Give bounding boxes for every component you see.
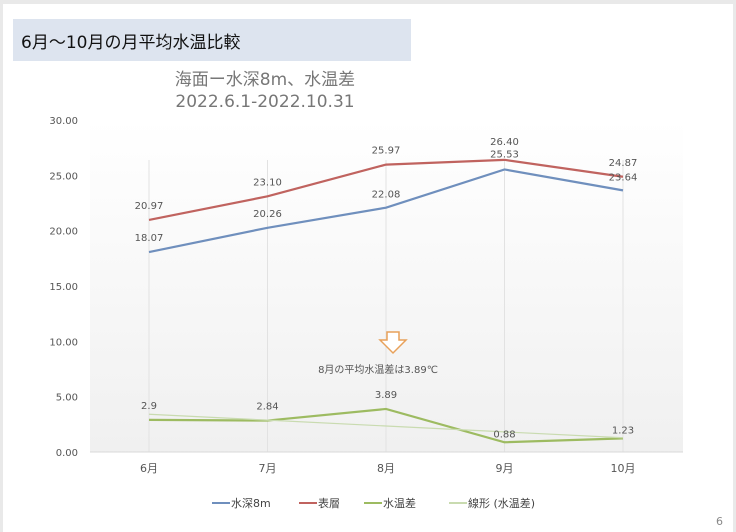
series-line-1 [148, 158, 624, 222]
slide-title-bar: 6月～10月の月平均水温比較 [13, 19, 411, 61]
y-tick-label: 15.00 [49, 282, 78, 293]
legend-label: 線形 (水温差) [468, 496, 535, 510]
data-label: 1.23 [612, 425, 634, 436]
data-label: 25.97 [372, 146, 401, 157]
data-label: 24.87 [609, 158, 638, 169]
data-label: 0.88 [493, 429, 515, 440]
legend-label: 表層 [318, 496, 340, 510]
data-label: 2.9 [141, 401, 157, 412]
data-label: 2.84 [256, 402, 278, 413]
data-label: 25.53 [490, 149, 519, 160]
slide-title: 6月～10月の月平均水温比較 [21, 33, 241, 53]
x-tick-label: 10月 [611, 462, 636, 475]
down-arrow-icon [378, 331, 408, 355]
y-tick-label: 5.00 [56, 393, 78, 404]
data-label: 23.10 [253, 177, 282, 188]
page-number: 6 [716, 515, 723, 528]
y-tick-label: 10.00 [49, 337, 78, 348]
data-label: 20.26 [253, 209, 282, 220]
y-tick-label: 0.00 [56, 448, 78, 459]
data-label: 3.89 [375, 390, 397, 401]
data-label: 26.40 [490, 137, 519, 148]
chart-title: 海面ー水深8m、水温差 [175, 70, 355, 90]
y-tick-label: 25.00 [49, 171, 78, 182]
data-label: 18.07 [135, 233, 164, 244]
data-label: 22.08 [372, 190, 401, 201]
x-tick-label: 9月 [496, 462, 514, 475]
chart-subtitle: 2022.6.1-2022.10.31 [175, 92, 354, 112]
legend-label: 水温差 [383, 496, 416, 510]
series-line-0 [148, 168, 624, 254]
x-tick-label: 8月 [377, 462, 395, 475]
series-line-3 [148, 413, 624, 439]
x-tick-label: 6月 [140, 462, 158, 475]
legend-label: 水深8m [231, 497, 271, 510]
y-tick-label: 30.00 [49, 116, 78, 127]
data-label: 20.97 [135, 201, 164, 212]
x-tick-label: 7月 [259, 462, 277, 475]
data-label: 23.64 [609, 172, 638, 183]
series-line-2 [148, 407, 624, 444]
y-tick-label: 20.00 [49, 227, 78, 238]
annotation-text: 8月の平均水温差は3.89℃ [318, 363, 438, 376]
